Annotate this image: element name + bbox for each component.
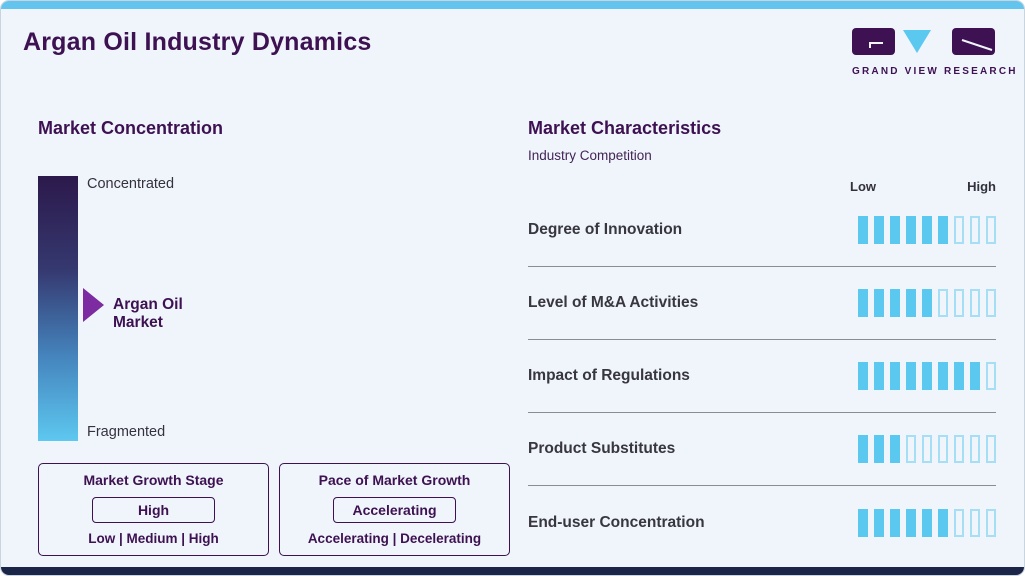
rating-segment-empty <box>986 216 996 244</box>
market-concentration-heading: Market Concentration <box>38 118 224 138</box>
rating-segment-filled <box>874 435 884 463</box>
rating-bar <box>858 216 996 244</box>
scale-high-label: High <box>967 179 996 194</box>
rating-segment-empty <box>954 435 964 463</box>
rating-segment-empty <box>938 435 948 463</box>
rating-segment-empty <box>954 216 964 244</box>
market-growth-stage-title: Market Growth Stage <box>83 472 224 488</box>
characteristics-rows: Degree of Innovation Level of M&A Activit… <box>528 194 996 559</box>
rating-segment-empty <box>954 508 964 537</box>
rating-segment-filled <box>874 216 884 244</box>
pace-of-market-growth-title: Pace of Market Growth <box>318 472 471 488</box>
concentration-gradient-bar <box>38 176 78 441</box>
pace-of-market-growth-options: Accelerating | Decelerating <box>307 531 482 546</box>
rating-scale-labels: Low High <box>850 179 996 194</box>
concentration-scale-top-label: Concentrated <box>87 176 175 192</box>
pace-of-market-growth-box: Pace of Market Growth Accelerating Accel… <box>279 463 510 556</box>
rating-segment-empty <box>986 435 996 463</box>
gvr-logo-icon <box>852 28 995 55</box>
rating-segment-empty <box>970 216 980 244</box>
rating-segment-filled <box>938 216 948 244</box>
rating-segment-empty <box>986 289 996 317</box>
rating-segment-empty <box>922 435 932 463</box>
market-growth-stage-value: High <box>92 496 215 523</box>
characteristic-row: End-user Concentration <box>528 486 996 559</box>
rating-segment-filled <box>938 362 948 390</box>
market-characteristics-heading: Market Characteristics <box>528 118 722 138</box>
market-concentration-section: Market Concentration Concentrated Fragme… <box>38 118 224 441</box>
characteristic-label: Impact of Regulations <box>528 367 690 384</box>
market-position-arrow-icon <box>83 288 104 322</box>
pace-of-market-growth-value: Accelerating <box>333 496 456 523</box>
rating-segment-filled <box>890 435 900 463</box>
rating-segment-filled <box>922 289 932 317</box>
rating-segment-filled <box>858 508 868 537</box>
market-characteristics-subtitle: Industry Competition <box>528 148 652 163</box>
company-logo-text: GRAND VIEW RESEARCH <box>852 66 1018 77</box>
top-accent-bar <box>1 1 1024 9</box>
rating-segment-filled <box>858 435 868 463</box>
rating-segment-filled <box>906 216 916 244</box>
characteristic-row: Level of M&A Activities <box>528 267 996 340</box>
rating-segment-filled <box>874 289 884 317</box>
scale-low-label: Low <box>850 179 876 194</box>
characteristic-label: Degree of Innovation <box>528 221 683 238</box>
market-growth-stage-options: Low | Medium | High <box>88 531 219 546</box>
rating-segment-filled <box>922 362 932 390</box>
rating-bar <box>858 289 996 317</box>
rating-segment-empty <box>938 289 948 317</box>
rating-segment-empty <box>970 508 980 537</box>
rating-segment-filled <box>906 289 916 317</box>
rating-segment-filled <box>890 362 900 390</box>
characteristic-row: Impact of Regulations <box>528 340 996 413</box>
rating-segment-filled <box>906 508 916 537</box>
rating-segment-empty <box>970 435 980 463</box>
rating-bar <box>858 508 996 537</box>
rating-segment-filled <box>906 362 916 390</box>
rating-segment-empty <box>986 362 996 390</box>
rating-segment-filled <box>938 508 948 537</box>
rating-segment-filled <box>858 289 868 317</box>
rating-segment-filled <box>954 362 964 390</box>
rating-segment-filled <box>922 216 932 244</box>
rating-segment-empty <box>906 435 916 463</box>
rating-segment-filled <box>858 216 868 244</box>
rating-bar <box>858 362 996 390</box>
rating-segment-filled <box>890 289 900 317</box>
characteristic-label: Product Substitutes <box>528 440 676 457</box>
rating-segment-filled <box>970 362 980 390</box>
market-position-label: Argan Oil Market <box>113 296 183 331</box>
market-characteristics-section: Market Characteristics Industry Competit… <box>528 118 996 559</box>
rating-segment-empty <box>970 289 980 317</box>
rating-bar <box>858 435 996 463</box>
rating-segment-empty <box>986 508 996 537</box>
rating-segment-empty <box>954 289 964 317</box>
characteristic-label: Level of M&A Activities <box>528 294 699 311</box>
characteristic-label: End-user Concentration <box>528 513 705 531</box>
page-title: Argan Oil Industry Dynamics <box>23 28 372 56</box>
rating-segment-filled <box>890 508 900 537</box>
rating-segment-filled <box>874 508 884 537</box>
bottom-accent-bar <box>1 567 1024 575</box>
company-logo: GRAND VIEW RESEARCH <box>852 27 1018 77</box>
concentration-scale-bottom-label: Fragmented <box>87 424 166 440</box>
rating-segment-filled <box>890 216 900 244</box>
characteristic-row: Degree of Innovation <box>528 194 996 267</box>
rating-segment-filled <box>858 362 868 390</box>
characteristic-row: Product Substitutes <box>528 413 996 486</box>
rating-segment-filled <box>874 362 884 390</box>
market-growth-stage-box: Market Growth Stage High Low | Medium | … <box>38 463 269 556</box>
rating-segment-filled <box>922 508 932 537</box>
